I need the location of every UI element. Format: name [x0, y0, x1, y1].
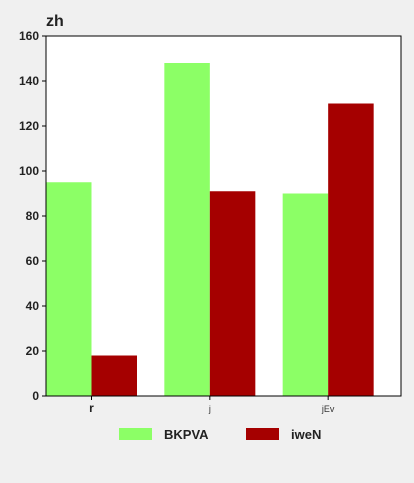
plot-frame	[45, 35, 402, 397]
bar-BKPVA-j	[164, 63, 210, 396]
legend: BKPVA iweN	[119, 427, 321, 442]
bar-iweN-r	[91, 355, 137, 396]
legend-label-BKPVA: BKPVA	[164, 427, 209, 442]
y-tick-label-7: 140	[19, 74, 39, 88]
bar-iweN-j	[209, 191, 256, 396]
bars	[46, 63, 374, 396]
y-axis-label: zh	[46, 13, 64, 30]
y-tick-label-1: 20	[26, 344, 40, 358]
x-tick-label-1: j	[208, 404, 211, 414]
legend-swatch-BKPVA	[119, 428, 152, 440]
y-axis-ticks: 0 20 40 60 80 100 120 140 160	[19, 29, 46, 403]
bar-BKPVA-jEv	[282, 193, 329, 396]
legend-swatch-iweN	[246, 428, 279, 440]
y-tick-label-0: 0	[32, 389, 39, 403]
x-axis-ticks: r j jEv	[89, 396, 335, 415]
legend-label-iweN: iweN	[291, 427, 321, 442]
y-tick-label-5: 100	[19, 164, 39, 178]
y-tick-label-3: 60	[26, 254, 40, 268]
y-tick-label-8: 160	[19, 29, 39, 43]
y-tick-label-2: 40	[26, 299, 40, 313]
bar-BKPVA-r	[46, 182, 92, 396]
x-tick-label-0: r	[89, 401, 94, 415]
bar-iweN-jEv	[328, 103, 374, 396]
y-tick-label-6: 120	[19, 119, 39, 133]
y-tick-label-4: 80	[26, 209, 40, 223]
x-tick-label-2: jEv	[321, 404, 335, 414]
